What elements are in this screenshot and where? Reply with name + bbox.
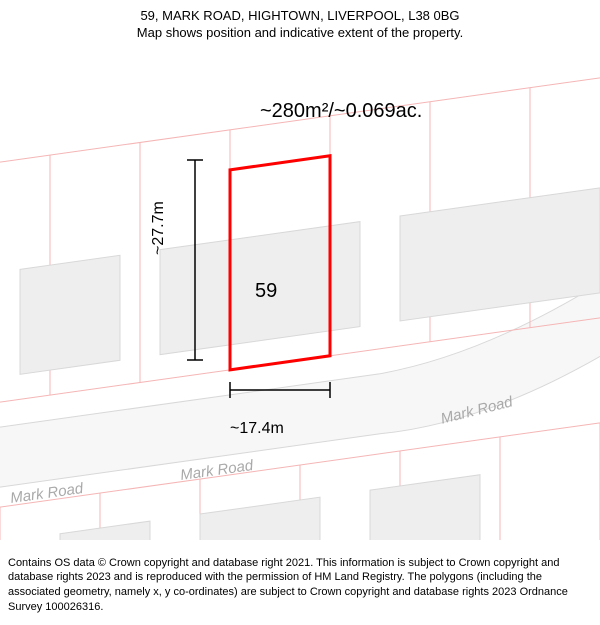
height-dimension-label: ~27.7m [150,201,168,255]
width-dimension-label: ~17.4m [230,420,284,438]
page-title: 59, MARK ROAD, HIGHTOWN, LIVERPOOL, L38 … [10,8,590,23]
house-number-label: 59 [255,280,277,303]
map-svg [0,50,600,540]
page-subtitle: Map shows position and indicative extent… [10,25,590,40]
header: 59, MARK ROAD, HIGHTOWN, LIVERPOOL, L38 … [0,0,600,44]
map-canvas: ~280m²/~0.069ac. ~27.7m ~17.4m 59 Mark R… [0,50,600,540]
copyright-footer: Contains OS data © Crown copyright and d… [0,550,600,625]
area-label: ~280m²/~0.069ac. [260,100,422,123]
